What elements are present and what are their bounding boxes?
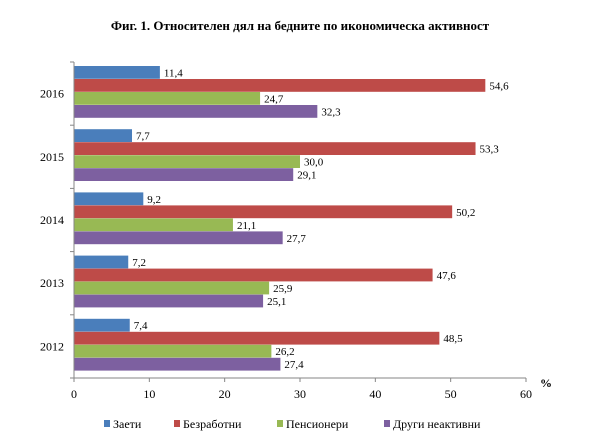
data-label: 7,2 bbox=[132, 257, 146, 269]
bar bbox=[74, 105, 318, 118]
legend-label: Безработни bbox=[183, 417, 242, 431]
data-label: 26,2 bbox=[275, 346, 294, 358]
x-tick-label: 20 bbox=[219, 387, 231, 401]
data-label: 11,4 bbox=[164, 67, 183, 79]
data-label: 7,4 bbox=[134, 320, 148, 332]
x-tick-label: 40 bbox=[369, 387, 381, 401]
data-label: 25,1 bbox=[267, 296, 286, 308]
data-label: 27,4 bbox=[284, 359, 304, 371]
x-tick-label: 30 bbox=[294, 387, 306, 401]
data-label: 27,7 bbox=[287, 233, 307, 245]
legend-swatch bbox=[104, 420, 110, 427]
bar bbox=[74, 281, 270, 295]
bar bbox=[74, 331, 440, 345]
data-label: 54,6 bbox=[489, 80, 509, 92]
bar bbox=[74, 294, 264, 308]
legend: Заети Безработни Пенсионери Други неактивни bbox=[104, 417, 481, 431]
data-label: 24,7 bbox=[264, 93, 284, 105]
data-label: 7,7 bbox=[136, 131, 150, 143]
data-label: 48,5 bbox=[443, 333, 463, 345]
bar bbox=[74, 357, 281, 371]
bar bbox=[74, 66, 160, 79]
bar bbox=[74, 168, 294, 181]
bar bbox=[74, 218, 233, 232]
x-tick-label: 10 bbox=[143, 387, 155, 401]
y-tick-label: 2013 bbox=[40, 276, 64, 290]
bar bbox=[74, 129, 133, 142]
y-tick-label: 2016 bbox=[40, 87, 64, 101]
bar bbox=[74, 344, 272, 358]
data-label: 50,2 bbox=[456, 207, 475, 219]
legend-label: Заети bbox=[113, 417, 142, 431]
data-label: 32,3 bbox=[321, 106, 341, 118]
y-tick-label: 2014 bbox=[40, 213, 64, 227]
data-label: 9,2 bbox=[147, 194, 161, 206]
bar bbox=[74, 79, 486, 92]
data-labels: 11,4 54,6 24,7 32,3 7,7 53,3 30,029,1 9,2 50,2 21… bbox=[132, 67, 509, 371]
axes: 2016 2015 2014 2013 2012 0 10 20 30 40 50 60% bbox=[40, 61, 552, 401]
bar bbox=[74, 231, 283, 245]
bar bbox=[74, 205, 453, 219]
x-unit-label: % bbox=[540, 376, 552, 390]
bar bbox=[74, 318, 130, 332]
legend-swatch bbox=[174, 420, 180, 427]
y-tick-label: 2012 bbox=[40, 339, 64, 353]
data-label: 47,6 bbox=[437, 270, 457, 282]
bar bbox=[74, 92, 261, 105]
chart-title: Фиг. 1. Относителен дял на бедните по ик… bbox=[110, 18, 490, 33]
legend-label: Други неактивни bbox=[393, 417, 481, 431]
x-tick-label: 60 bbox=[520, 387, 532, 401]
bar bbox=[74, 142, 476, 155]
x-tick-label: 50 bbox=[445, 387, 457, 401]
bar bbox=[74, 268, 433, 282]
bars bbox=[74, 66, 486, 371]
y-tick-label: 2015 bbox=[40, 150, 64, 164]
legend-swatch bbox=[384, 420, 390, 427]
legend-label: Пенсионери bbox=[286, 417, 349, 431]
data-label: 21,1 bbox=[237, 220, 256, 232]
bar bbox=[74, 155, 300, 168]
legend-swatch bbox=[277, 420, 283, 427]
data-label: 25,9 bbox=[273, 283, 293, 295]
data-label: 29,1 bbox=[297, 170, 316, 182]
data-label: 53,3 bbox=[480, 144, 500, 156]
bar bbox=[74, 255, 129, 269]
bar bbox=[74, 192, 144, 206]
x-tick-label: 0 bbox=[71, 387, 77, 401]
data-label: 30,0 bbox=[304, 157, 324, 169]
